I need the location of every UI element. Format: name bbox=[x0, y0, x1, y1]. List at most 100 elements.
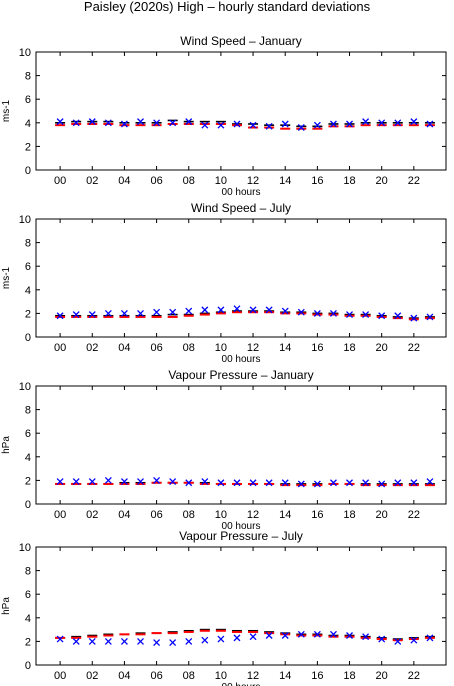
x-tick-label: 08 bbox=[183, 509, 195, 521]
x-tick-label: 04 bbox=[118, 175, 130, 187]
data-point-blue-x bbox=[313, 309, 321, 317]
data-point-blue-x bbox=[297, 630, 305, 638]
data-point-blue-x bbox=[265, 632, 273, 639]
x-tick-label: 00 bbox=[54, 670, 66, 682]
x-tick-label: 10 bbox=[215, 509, 227, 521]
data-point-blue-x bbox=[217, 306, 225, 314]
data-point-blue-x bbox=[233, 120, 241, 128]
data-point-blue-x bbox=[329, 309, 337, 317]
x-tick-label: 20 bbox=[376, 342, 388, 354]
x-tick-label: 06 bbox=[150, 509, 162, 521]
plot-frame bbox=[35, 218, 447, 338]
x-tick-label: 08 bbox=[183, 342, 195, 354]
y-tick-label: 8 bbox=[25, 71, 31, 83]
data-point-blue-x bbox=[394, 312, 402, 320]
data-point-blue-x bbox=[362, 311, 370, 319]
data-point-blue-x bbox=[313, 630, 321, 638]
x-tick-label: 12 bbox=[247, 175, 259, 187]
y-axis-label: ms-1 bbox=[1, 99, 12, 122]
y-tick-label: 8 bbox=[25, 238, 31, 250]
data-point-blue-x bbox=[426, 120, 434, 128]
x-tick-label: 04 bbox=[118, 670, 130, 682]
y-axis-label: hPa bbox=[1, 436, 12, 454]
data-point-blue-x bbox=[426, 478, 434, 486]
x-tick-label: 00 bbox=[54, 342, 66, 354]
y-tick-label: 10 bbox=[19, 381, 31, 393]
x-tick-label: 20 bbox=[376, 509, 388, 521]
data-point-blue-x bbox=[56, 118, 64, 126]
data-point-blue-x bbox=[169, 639, 177, 647]
data-point-blue-x bbox=[265, 479, 273, 487]
data-point-blue-x bbox=[104, 637, 112, 645]
data-point-blue-x bbox=[249, 479, 257, 487]
data-point-blue-x bbox=[346, 479, 353, 487]
data-point-blue-x bbox=[137, 118, 144, 126]
data-point-blue-x bbox=[185, 479, 193, 487]
data-point-blue-x bbox=[137, 478, 144, 486]
data-point-blue-x bbox=[137, 309, 144, 317]
data-point-blue-x bbox=[281, 632, 289, 639]
x-tick-label: 12 bbox=[247, 670, 259, 682]
data-point-blue-x bbox=[297, 480, 305, 488]
chart-title: Wind Speed – January bbox=[180, 34, 301, 48]
y-tick-label: 0 bbox=[25, 332, 31, 344]
x-tick-label: 20 bbox=[376, 175, 388, 187]
data-point-blue-x bbox=[72, 478, 80, 486]
y-tick-label: 4 bbox=[25, 613, 31, 625]
x-tick-label: 04 bbox=[118, 509, 130, 521]
data-point-blue-x bbox=[88, 311, 96, 319]
data-point-blue-x bbox=[137, 637, 144, 645]
x-tick-label: 02 bbox=[86, 509, 98, 521]
y-tick-label: 4 bbox=[25, 285, 31, 297]
data-point-blue-x bbox=[249, 121, 257, 129]
y-tick-label: 10 bbox=[19, 214, 31, 226]
data-point-blue-x bbox=[265, 306, 273, 314]
x-tick-label: 06 bbox=[150, 175, 162, 187]
data-point-blue-x bbox=[185, 118, 193, 126]
data-point-blue-x bbox=[346, 632, 353, 639]
chart-title: Vapour Pressure – July bbox=[179, 529, 303, 543]
x-tick-label: 12 bbox=[247, 342, 259, 354]
x-tick-label: 12 bbox=[247, 509, 259, 521]
x-tick-label: 22 bbox=[408, 509, 420, 521]
data-point-blue-x bbox=[297, 124, 305, 131]
data-point-blue-x bbox=[217, 121, 225, 129]
y-tick-label: 2 bbox=[25, 141, 31, 153]
x-tick-label: 16 bbox=[311, 670, 323, 682]
data-point-blue-x bbox=[410, 479, 418, 487]
y-tick-label: 8 bbox=[25, 405, 31, 417]
data-point-blue-x bbox=[169, 308, 177, 316]
data-point-blue-x bbox=[88, 478, 96, 486]
data-point-blue-x bbox=[233, 479, 241, 487]
x-tick-label: 02 bbox=[86, 175, 98, 187]
x-tick-label: 18 bbox=[343, 509, 355, 521]
x-tick-label: 14 bbox=[279, 175, 291, 187]
data-point-blue-x bbox=[217, 479, 225, 487]
data-point-blue-x bbox=[120, 637, 128, 645]
data-point-blue-x bbox=[201, 636, 209, 644]
x-tick-label: 10 bbox=[215, 670, 227, 682]
data-point-blue-x bbox=[378, 312, 386, 320]
data-point-blue-x bbox=[88, 637, 96, 645]
x-tick-label: 04 bbox=[118, 342, 130, 354]
data-point-blue-x bbox=[201, 121, 209, 129]
x-tick-label: 16 bbox=[311, 342, 323, 354]
data-point-blue-x bbox=[201, 306, 209, 314]
data-point-blue-x bbox=[378, 119, 386, 127]
y-tick-label: 0 bbox=[25, 660, 31, 672]
x-axis-label: 00 hours bbox=[222, 521, 261, 532]
plot-frame bbox=[35, 385, 447, 505]
data-point-blue-x bbox=[346, 120, 353, 128]
x-tick-label: 16 bbox=[311, 175, 323, 187]
y-tick-label: 2 bbox=[25, 475, 31, 487]
data-point-blue-x bbox=[346, 311, 353, 319]
x-axis-label: 00 hours bbox=[222, 187, 261, 198]
y-axis-label: ms-1 bbox=[1, 266, 12, 289]
y-tick-label: 6 bbox=[25, 94, 31, 106]
chart-title: Wind Speed – July bbox=[191, 201, 291, 215]
